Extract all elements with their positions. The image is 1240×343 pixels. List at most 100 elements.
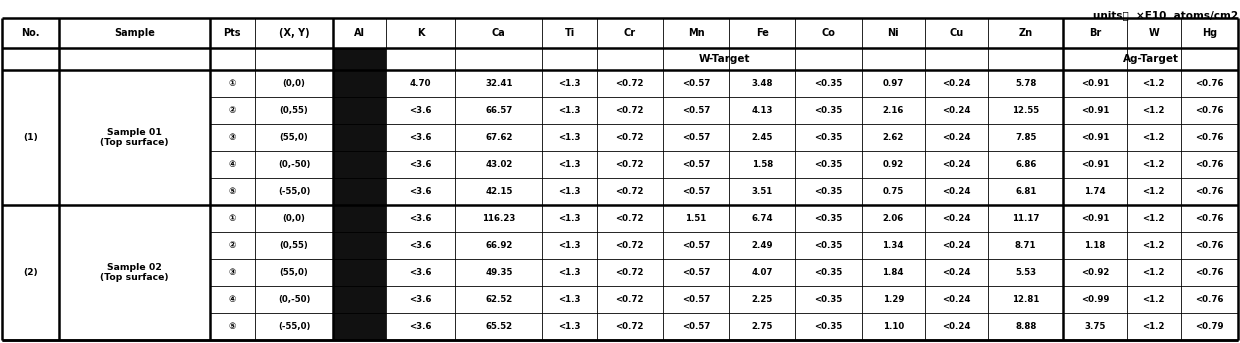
Text: <3.6: <3.6 — [409, 187, 432, 196]
Text: <0.76: <0.76 — [1195, 268, 1224, 277]
Text: (1): (1) — [24, 133, 38, 142]
Text: <3.6: <3.6 — [409, 322, 432, 331]
Bar — [334, 70, 386, 97]
Text: 1.84: 1.84 — [883, 268, 904, 277]
Text: (2): (2) — [24, 268, 38, 277]
Text: Pts: Pts — [223, 28, 241, 38]
Text: 65.52: 65.52 — [485, 322, 512, 331]
Text: <1.2: <1.2 — [1142, 106, 1164, 115]
Text: <0.35: <0.35 — [815, 214, 843, 223]
Text: <0.35: <0.35 — [815, 106, 843, 115]
Text: 7.85: 7.85 — [1016, 133, 1037, 142]
Text: <0.57: <0.57 — [682, 187, 711, 196]
Text: ⑤: ⑤ — [228, 322, 236, 331]
Text: <0.57: <0.57 — [682, 79, 711, 88]
Bar — [795, 18, 862, 48]
Text: 11.17: 11.17 — [1012, 214, 1039, 223]
Text: <1.3: <1.3 — [558, 79, 580, 88]
Text: Sample 01
(Top surface): Sample 01 (Top surface) — [100, 128, 169, 147]
Text: <1.3: <1.3 — [558, 106, 580, 115]
Bar — [925, 18, 988, 48]
Text: <0.24: <0.24 — [942, 241, 971, 250]
Bar — [334, 178, 386, 205]
Text: 2.16: 2.16 — [883, 106, 904, 115]
Text: ①: ① — [228, 79, 236, 88]
Text: ②: ② — [228, 241, 236, 250]
Text: (-55,0): (-55,0) — [278, 322, 310, 331]
Bar — [210, 18, 255, 48]
Text: <0.57: <0.57 — [682, 295, 711, 304]
Text: <0.76: <0.76 — [1195, 133, 1224, 142]
Text: 3.75: 3.75 — [1084, 322, 1106, 331]
Text: <0.76: <0.76 — [1195, 241, 1224, 250]
Text: <0.24: <0.24 — [942, 133, 971, 142]
Text: <0.24: <0.24 — [942, 322, 971, 331]
Text: <0.72: <0.72 — [615, 106, 644, 115]
Text: Cr: Cr — [624, 28, 636, 38]
Text: No.: No. — [21, 28, 40, 38]
Text: <1.2: <1.2 — [1142, 268, 1164, 277]
Text: ③: ③ — [228, 133, 236, 142]
Text: <1.2: <1.2 — [1142, 187, 1164, 196]
Text: 1.74: 1.74 — [1084, 187, 1106, 196]
Text: <0.35: <0.35 — [815, 241, 843, 250]
Text: <0.35: <0.35 — [815, 133, 843, 142]
Text: <0.72: <0.72 — [615, 79, 644, 88]
Text: <0.91: <0.91 — [1081, 214, 1109, 223]
Text: 42.15: 42.15 — [485, 187, 512, 196]
Text: <0.24: <0.24 — [942, 187, 971, 196]
Text: <0.35: <0.35 — [815, 268, 843, 277]
Text: <0.24: <0.24 — [942, 160, 971, 169]
Text: <3.6: <3.6 — [409, 160, 432, 169]
Bar — [663, 18, 729, 48]
Text: <0.91: <0.91 — [1081, 133, 1109, 142]
Text: <0.72: <0.72 — [615, 268, 644, 277]
Text: (0,0): (0,0) — [283, 79, 305, 88]
Text: (0,-50): (0,-50) — [278, 295, 310, 304]
Text: 66.92: 66.92 — [485, 241, 512, 250]
Text: <0.35: <0.35 — [815, 79, 843, 88]
Text: K: K — [417, 28, 424, 38]
Text: 1.51: 1.51 — [686, 214, 707, 223]
Text: (0,55): (0,55) — [280, 106, 309, 115]
Text: <1.3: <1.3 — [558, 133, 580, 142]
Text: <0.72: <0.72 — [615, 187, 644, 196]
Text: <0.91: <0.91 — [1081, 106, 1109, 115]
Text: (0,-50): (0,-50) — [278, 160, 310, 169]
Text: <0.35: <0.35 — [815, 160, 843, 169]
Text: 2.25: 2.25 — [751, 295, 773, 304]
Text: ④: ④ — [228, 295, 236, 304]
Bar — [60, 205, 210, 340]
Text: <0.57: <0.57 — [682, 241, 711, 250]
Bar — [60, 18, 210, 48]
Bar — [596, 18, 663, 48]
Bar — [334, 48, 386, 70]
Text: 12.55: 12.55 — [1012, 106, 1039, 115]
Text: ①: ① — [228, 214, 236, 223]
Text: 32.41: 32.41 — [485, 79, 512, 88]
Text: Sample: Sample — [114, 28, 155, 38]
Text: <0.76: <0.76 — [1195, 214, 1224, 223]
Text: 116.23: 116.23 — [482, 214, 516, 223]
Text: <0.72: <0.72 — [615, 241, 644, 250]
Text: 62.52: 62.52 — [485, 295, 512, 304]
Text: (0,55): (0,55) — [280, 241, 309, 250]
Text: <0.57: <0.57 — [682, 106, 711, 115]
Text: 5.53: 5.53 — [1016, 268, 1037, 277]
Text: 12.81: 12.81 — [1012, 295, 1039, 304]
Text: <0.35: <0.35 — [815, 322, 843, 331]
Text: <0.24: <0.24 — [942, 214, 971, 223]
Text: 49.35: 49.35 — [485, 268, 512, 277]
Text: 0.97: 0.97 — [883, 79, 904, 88]
Bar — [2, 48, 334, 70]
Text: <1.3: <1.3 — [558, 160, 580, 169]
Text: <0.24: <0.24 — [942, 268, 971, 277]
Text: 2.75: 2.75 — [751, 322, 773, 331]
Text: <0.35: <0.35 — [815, 187, 843, 196]
Text: 67.62: 67.62 — [485, 133, 512, 142]
Text: <0.72: <0.72 — [615, 322, 644, 331]
Text: <0.57: <0.57 — [682, 268, 711, 277]
Text: Hg: Hg — [1202, 28, 1216, 38]
Text: 1.29: 1.29 — [883, 295, 904, 304]
Text: <3.6: <3.6 — [409, 133, 432, 142]
